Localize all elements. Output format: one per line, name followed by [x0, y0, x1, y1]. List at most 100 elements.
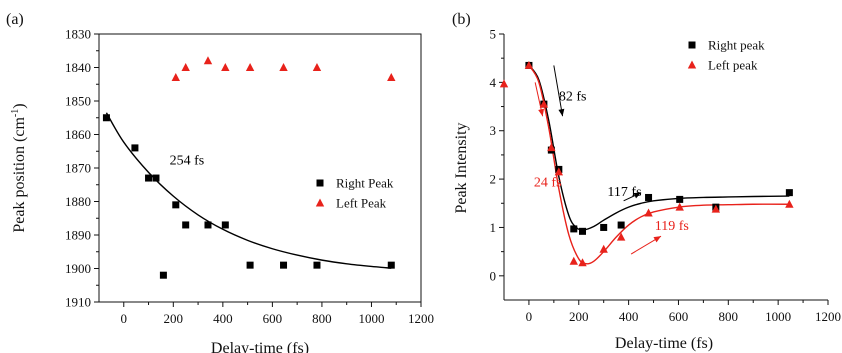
panel-b-arrow: [630, 235, 662, 255]
panel-b-data-point: [539, 99, 549, 108]
panel-b-data-point: [524, 60, 534, 69]
panel-a-y-axis-title-superscript: -1: [10, 109, 21, 117]
panel-b-legend-item: Right peak: [688, 38, 765, 53]
panel-a-y-tick-label: 1880: [65, 194, 91, 209]
panel-b-y-tick-label: 5: [490, 27, 497, 42]
panel-b-arrow-head: [538, 108, 545, 117]
panel-a-x-tick-label: 800: [312, 311, 332, 326]
panel-a-data-point: [172, 201, 180, 209]
panel-a-y-tick-label: 1850: [65, 94, 91, 109]
panel-a-y-tick-label: 1910: [65, 295, 91, 310]
panel-b-legend-item: Left peak: [687, 58, 758, 73]
panel-b: (b) 0 200 400 600 800 1000 1200 0 1 2 3 4 5 82 fs 24…: [452, 11, 841, 352]
panel-b-arrow-shaft: [553, 65, 564, 117]
panel-b-data-point: [617, 221, 625, 229]
panel-a-data-point: [313, 261, 321, 269]
panel-b-data-point: [600, 223, 608, 231]
panel-a-legend-marker: [316, 179, 324, 187]
panel-a-x-tick-label: 200: [164, 311, 184, 326]
panel-b-data-point: [579, 227, 587, 235]
panel-b-data-point: [675, 202, 684, 211]
panel-b-arrow-head: [633, 192, 642, 199]
panel-a-legend-marker: [315, 198, 325, 207]
panel-b-arrow-head: [653, 236, 662, 243]
panel-a-x-tick-label: 1200: [408, 311, 434, 326]
panel-b-annotation: 117 fs: [607, 185, 641, 200]
panel-b-annotation: 24 fs: [534, 175, 562, 190]
panel-b-arrow: [623, 192, 642, 202]
panel-b-x-axis-title: Delay-time (fs): [615, 335, 713, 352]
panel-a-data-point: [159, 271, 167, 279]
panel-a-y-axis-title: Peak position (cm-1): [10, 103, 28, 232]
panel-a-legend-item: Left Peak: [315, 196, 387, 211]
panel-b-data-point: [645, 193, 653, 201]
panel-a-y-tick-label: 1890: [65, 228, 91, 243]
panel-b-x-tick-label: 0: [526, 309, 533, 324]
panel-b-data-point: [676, 195, 684, 203]
panel-b-y-tick-label: 3: [490, 123, 497, 138]
panel-b-x-tick-label: 200: [569, 309, 589, 324]
panel-a-x-tick-label: 0: [121, 311, 128, 326]
panel-b-data-point: [547, 143, 556, 152]
panel-b-y-tick-label: 4: [490, 75, 497, 90]
panel-b-legend-label: Right peak: [708, 38, 765, 53]
panel-a-y-tick-label: 1840: [65, 60, 91, 75]
panel-a-y-tick-label: 1870: [65, 161, 91, 176]
panel-a-data-point: [171, 73, 180, 82]
panel-a-legend-item: Right Peak: [316, 176, 394, 191]
panel-b-label: (b): [452, 11, 471, 28]
panel-a-data-point: [131, 144, 139, 152]
panel-b-data-point: [599, 244, 608, 253]
panel-a-data-point: [312, 63, 322, 71]
panel-a-data-point: [221, 63, 230, 71]
panel-b-x-tick-label: 1000: [765, 309, 791, 324]
panel-a-data-point: [387, 261, 395, 269]
panel-a-y-axis-title-main: Peak position (cm: [11, 117, 28, 233]
panel-a-annotation: 254 fs: [170, 154, 205, 169]
panel-a-data-point: [221, 221, 229, 229]
panel-a-x-tick-label: 400: [213, 311, 233, 326]
panel-a-data-point: [387, 73, 396, 82]
panel-a-data-point: [246, 261, 254, 269]
panel-b-arrow: [553, 65, 565, 117]
panel-b-y-axis-title: Peak Intensity: [453, 122, 470, 213]
panel-b-legend-marker: [688, 41, 696, 49]
panel-a-x-axis-title: Delay-time (fs): [211, 340, 309, 353]
panel-a-data-point: [181, 63, 190, 71]
panel-b-x-tick-label: 1200: [815, 309, 841, 324]
panel-a-y-tick-label: 1830: [65, 27, 91, 42]
panel-a-data-point: [102, 114, 110, 122]
panel-a-data-point: [279, 63, 288, 71]
panel-b-y-tick-label: 2: [490, 172, 497, 187]
panel-b-y-tick-label: 1: [490, 220, 497, 235]
panel-a-plot-frame: [98, 33, 422, 303]
panel-b-fit-curve-1: [528, 65, 790, 265]
panel-a-data-point: [152, 174, 160, 182]
panel-b-data-point: [711, 204, 721, 213]
panel-a-data-point: [245, 63, 255, 71]
panel-a-data-point: [182, 221, 190, 229]
panel-b-data-point: [499, 79, 509, 88]
panel-a-legend-label: Left Peak: [336, 196, 387, 211]
panel-b-x-tick-label: 400: [619, 309, 639, 324]
panel-a-label: (a): [6, 11, 24, 28]
panel-b-data-point: [554, 167, 564, 176]
panel-b-arrow: [534, 82, 545, 117]
panel-a-data-point: [203, 56, 213, 65]
panel-a-data-point: [204, 221, 212, 229]
panel-a-data-point: [280, 261, 288, 269]
panel-b-data-point: [616, 232, 626, 241]
panel-b-data-point: [578, 258, 587, 267]
panel-a-x-tick-label: 1000: [358, 311, 384, 326]
panel-b-data-point: [570, 225, 578, 233]
panel-b-data-point: [785, 189, 793, 197]
panel-b-annotation: 82 fs: [559, 90, 587, 105]
panel-b-data-point: [569, 256, 578, 265]
panel-a-y-tick-label: 1860: [65, 127, 91, 142]
panel-a-data-point: [145, 174, 153, 182]
panel-b-legend-label: Left peak: [708, 58, 758, 73]
panel-a-legend-label: Right Peak: [336, 176, 394, 191]
panel-b-x-tick-label: 800: [719, 309, 739, 324]
panel-b-data-point: [785, 199, 794, 208]
